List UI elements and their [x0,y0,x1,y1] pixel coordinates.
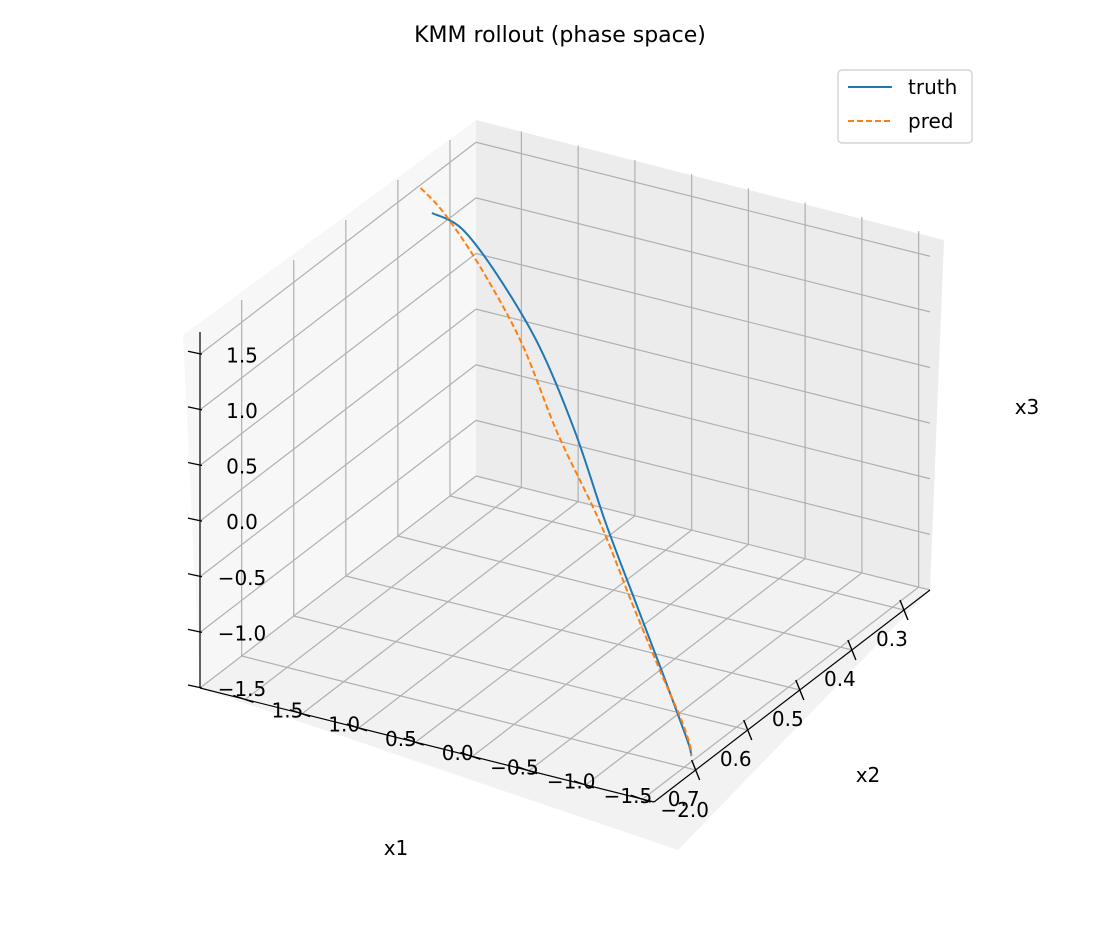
x3-tick-label: −1.5 [218,677,267,701]
grid-lines [199,131,931,800]
tick-labels: 0.3 0.4 0.5 0.6 0.7−2.0 −1.5 −1.0 −0.5 0.0 0.5 1.0… [218,343,908,822]
x1-tick-3 [743,719,753,741]
x1-tick-label: 0.7 [668,787,700,811]
z-grid-left-6 [475,141,931,257]
x2-tick-2 [516,765,538,775]
x3-tick-3 [187,517,203,522]
x2-tick-label: 0.0 [442,741,474,765]
x1-tick-label: 0.5 [772,707,804,731]
z-grid-back-6 [199,141,477,355]
x2-axis-label: x2 [856,763,881,787]
x2-tick-4 [403,737,424,746]
chart-title: KMM rollout (phase space) [414,23,706,48]
x3-tick-label: 0.5 [226,455,258,479]
x2-tick-0 [630,794,651,803]
y-grid-floor-0 [642,586,920,800]
x2-tick-label: −1.0 [547,770,596,794]
x1-tick-0 [899,599,909,621]
legend: truth pred [837,69,973,144]
z-grid-left-4 [475,252,931,369]
z-grid-back-5 [199,197,477,411]
x3-tick-label: 1.5 [226,343,258,367]
legend-label-truth: truth [908,75,957,99]
z-grid-left-2 [475,364,931,480]
x-grid-floor-3 [293,615,748,731]
x3-tick-4 [187,461,203,467]
x3-tick-label: 0.0 [226,510,258,534]
legend-box [837,69,973,144]
legend-label-pred: pred [908,109,953,133]
x-grid-floor-0 [449,495,905,611]
x1-tick-2 [795,679,805,701]
floor-pane [200,476,930,850]
x1-tick-label: 0.6 [720,747,752,771]
z-grid-back-3 [199,308,477,522]
x3-tick-2 [187,573,203,578]
x3-tick-label: −0.5 [218,566,267,590]
x1-tick-label: 0.3 [876,627,908,651]
x3-tick-6 [187,350,203,355]
x2-tick-5 [346,723,368,732]
z-grid-back-0 [199,475,477,689]
x2-tick-label: −1.5 [604,784,653,808]
x-grid-floor-1 [397,535,853,651]
x2-tick-1 [573,780,595,789]
y-grid-floor-6 [301,501,579,715]
series-line-truth [431,212,693,757]
y-grid-floor-3 [472,543,749,757]
x1-axis-line [653,589,931,803]
z-grid-left-3 [475,308,931,424]
y-grid-floor-7 [245,486,522,700]
z-grid-back-1 [199,419,477,633]
x-grid-floor-2 [345,575,800,691]
x2-tick-3 [460,751,481,761]
z-grid-back-4 [199,253,477,466]
x1-axis-label: x1 [384,836,409,860]
x2-tick-label: 0.5 [385,727,417,751]
x3-tick-1 [187,628,203,634]
x3-tick-0 [187,684,203,689]
x2-tick-7 [233,694,254,704]
x3-axis-label: x3 [1015,395,1040,419]
x3-tick-label: 1.0 [226,399,258,423]
y-grid-floor-5 [358,515,636,729]
z-grid-left-1 [475,419,931,535]
x2-tick-label: −0.5 [490,755,539,779]
z-grid-back-2 [199,364,477,578]
left-wall-pane [183,120,476,688]
y-grid-floor-4 [415,529,693,743]
x2-tick-6 [289,708,311,718]
x1-tick-4 [691,759,701,781]
x2-tick-label: 1.5 [271,698,303,722]
x3-tick-5 [187,406,203,411]
x-grid-floor-4 [241,655,696,771]
z-grid-left-0 [475,475,931,591]
tick-marks [187,350,909,803]
y-grid-floor-1 [585,572,863,786]
z-grid-left-5 [475,197,931,313]
x1-tick-1 [847,639,857,661]
x1-tick-label: 0.4 [824,667,856,691]
x3-tick-label: −1.0 [218,621,267,645]
y-grid-floor-2 [528,558,806,772]
x2-tick-label: −2.0 [660,798,709,822]
x2-tick-label: 1.0 [328,713,360,737]
back-wall-pane [476,120,944,590]
series-line-pred [419,187,693,757]
series-lines [419,187,693,757]
